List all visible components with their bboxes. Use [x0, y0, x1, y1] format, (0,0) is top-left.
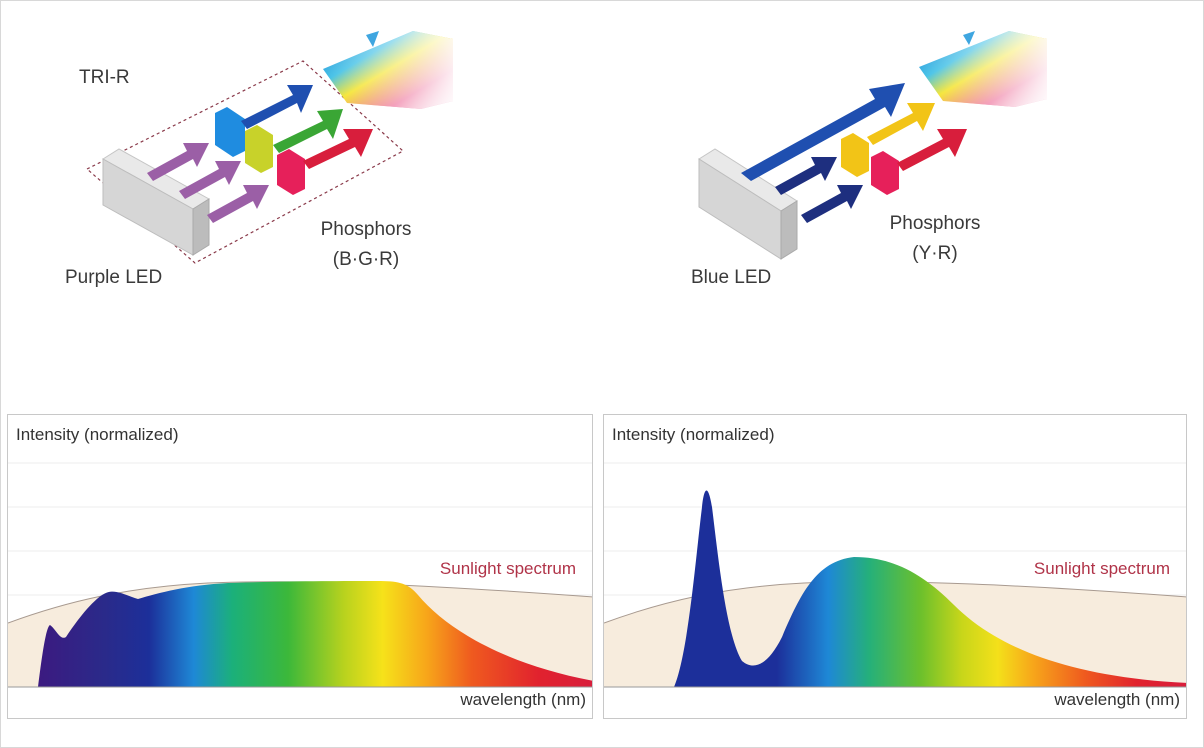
blue-led-block: [698, 148, 798, 260]
phosphor-chips-right: [841, 133, 899, 195]
phosphors-colors-right: (Y·R): [912, 243, 958, 264]
tri-r-title: TRI-R: [79, 67, 130, 88]
rainbow-output-arrow-right: [919, 31, 1047, 107]
blue-led-diagram: Blue LED Phosphors (Y·R): [601, 1, 1204, 331]
y-axis-label-right: Intensity (normalized): [612, 425, 775, 444]
x-axis-label-right: wavelength (nm): [1054, 690, 1180, 709]
phosphors-colors-left: (B·G·R): [332, 249, 400, 270]
purple-arrows: [147, 143, 269, 223]
long-blue-arrow: [741, 83, 905, 181]
colored-arrows: [241, 85, 373, 169]
phosphors-label-right: Phosphors: [889, 213, 981, 234]
tri-r-spectrum-panel: Intensity (normalized) Sunlight spectrum…: [7, 414, 593, 719]
rainbow-output-arrow: [323, 31, 453, 109]
y-axis-label-left: Intensity (normalized): [16, 425, 179, 444]
phosphors-label-left: Phosphors: [320, 219, 412, 240]
blue-led-spectrum-panel: Intensity (normalized) Sunlight spectrum…: [603, 414, 1187, 719]
purple-led-block: [102, 148, 210, 256]
sunlight-spectrum-curve: [8, 581, 592, 624]
purple-led-label: Purple LED: [65, 267, 163, 288]
sunlight-label-right: Sunlight spectrum: [1033, 559, 1170, 578]
blue-led-illustration: [698, 31, 1047, 260]
blue-led-label: Blue LED: [691, 267, 772, 288]
tri-r-spectrum-plot: [8, 462, 592, 688]
colored-arrows-right: [867, 103, 967, 171]
blue-led-spectrum: [674, 490, 1186, 687]
blue-led-spectrum-plot: [604, 462, 1186, 688]
tri-r-led-spectrum: [38, 581, 592, 687]
x-axis-label-left: wavelength (nm): [460, 690, 586, 709]
navy-arrows: [775, 157, 863, 223]
tri-r-illustration: [85, 31, 453, 264]
tri-r-diagram: TRI-R Purple LED Phosphors (B·G·R): [1, 1, 601, 331]
phosphor-chips: [215, 107, 305, 195]
sunlight-label-left: Sunlight spectrum: [439, 559, 576, 578]
